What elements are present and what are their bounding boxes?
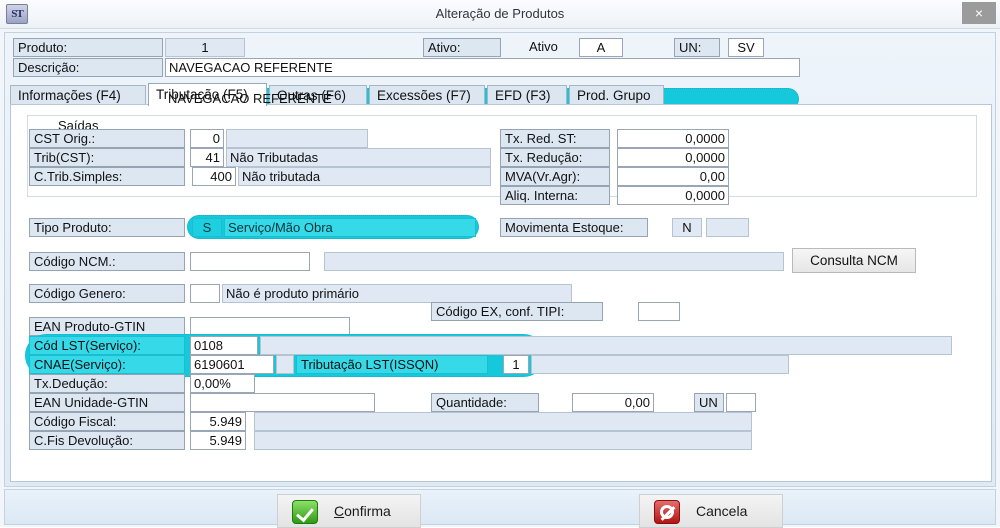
ctrib-simples-code-field[interactable]: 400 <box>192 167 236 186</box>
cfis-devolucao-desc-field[interactable] <box>254 431 752 450</box>
cod-lst-code-field[interactable]: 0108 <box>190 336 258 355</box>
window-title: Alteração de Produtos <box>435 6 565 21</box>
tx-red-st-label: Tx. Red. ST: <box>500 129 610 148</box>
ean-unidade-label: EAN Unidade-GTIN <box>29 393 185 412</box>
cod-lst-label: Cód LST(Serviço): <box>29 336 185 355</box>
aliq-interna-label: Aliq. Interna: <box>500 186 610 205</box>
confirma-label: Confirma <box>334 503 391 519</box>
mva-label: MVA(Vr.Agr): <box>500 167 610 186</box>
tab-strip: Informações (F4) Tributação (F5) Outras … <box>10 83 992 106</box>
tab-informacoes[interactable]: Informações (F4) <box>10 85 146 105</box>
tributacao-lst-issqn-label: Tributação LST(ISSQN) <box>296 355 488 374</box>
movimenta-estoque-code-field[interactable]: N <box>672 218 702 237</box>
codigo-ncm-field[interactable] <box>190 252 310 271</box>
cst-orig-label: CST Orig.: <box>29 129 185 148</box>
codigo-fiscal-field[interactable]: 5.949 <box>190 412 246 431</box>
cnae-code-field[interactable]: 6190601 <box>190 355 274 374</box>
cancela-label: Cancela <box>696 503 748 519</box>
cfis-devolucao-field[interactable]: 5.949 <box>190 431 246 450</box>
tipo-produto-label: Tipo Produto: <box>29 218 185 237</box>
tx-deducao-label: Tx.Dedução: <box>29 374 185 393</box>
trib-cst-desc-field[interactable]: Não Tributadas <box>226 148 491 167</box>
aliq-interna-field[interactable]: 0,0000 <box>617 186 729 205</box>
cancela-button[interactable]: Cancela <box>639 494 783 528</box>
produto-field[interactable]: 1 <box>165 38 245 57</box>
cnae-desc-field[interactable] <box>276 355 294 374</box>
tributacao-lst-desc-field[interactable] <box>531 355 789 374</box>
cst-orig-desc-field[interactable] <box>226 129 368 148</box>
tx-deducao-field[interactable]: 0,00% <box>190 374 255 393</box>
tx-red-st-field[interactable]: 0,0000 <box>617 129 729 148</box>
codigo-ncm-label: Código NCM.: <box>29 252 185 271</box>
trib-cst-code-field[interactable]: 41 <box>190 148 224 167</box>
tx-reducao-label: Tx. Redução: <box>500 148 610 167</box>
cfis-devolucao-label: C.Fis Devolução: <box>29 431 185 450</box>
tab-excessoes[interactable]: Excessões (F7) <box>369 85 485 105</box>
tipo-produto-desc-field[interactable]: Serviço/Mão Obra <box>224 218 476 237</box>
product-header: Produto: 1 Descrição: NAVEGACAO REFERENT… <box>9 37 993 81</box>
ativo-label: Ativo: <box>423 38 501 57</box>
un-label: UN: <box>674 38 720 57</box>
tab-efd[interactable]: EFD (F3) <box>487 85 567 105</box>
ean-unidade-field[interactable] <box>190 393 375 412</box>
tx-reducao-field[interactable]: 0,0000 <box>617 148 729 167</box>
tab-page-tributacao: Saídas CST Orig.: 0 Trib(CST): 41 Não Tr… <box>10 104 992 482</box>
ctrib-simples-desc-field[interactable]: Não tributada <box>238 167 491 186</box>
tab-outras[interactable]: Outras (F6) <box>269 85 367 105</box>
quantidade-label: Quantidade: <box>431 393 539 412</box>
codigo-genero-code-field[interactable] <box>190 284 220 303</box>
tipo-produto-code-field[interactable]: S <box>192 218 222 237</box>
movimenta-estoque-label: Movimenta Estoque: <box>500 218 648 237</box>
descricao-highlight-text: NAVEGACAO REFERENTE <box>168 91 332 106</box>
codigo-ex-tipi-label: Código EX, conf. TIPI: <box>431 302 603 321</box>
cancel-icon <box>654 500 680 524</box>
consulta-ncm-button[interactable]: Consulta NCM <box>792 248 916 273</box>
ctrib-simples-label: C.Trib.Simples: <box>29 167 185 186</box>
button-bar: Confirma Cancela <box>4 489 996 528</box>
trib-cst-label: Trib(CST): <box>29 148 185 167</box>
un-unit-field[interactable] <box>726 393 756 412</box>
movimenta-estoque-desc-field[interactable] <box>706 218 749 237</box>
un-field[interactable]: SV <box>728 38 764 57</box>
confirma-button[interactable]: Confirma <box>277 494 421 528</box>
title-bar: ST Alteração de Produtos × <box>0 0 1000 29</box>
ean-produto-label: EAN Produto-GTIN <box>29 317 185 336</box>
codigo-ex-tipi-field[interactable] <box>638 302 680 321</box>
client-area: Produto: 1 Descrição: NAVEGACAO REFERENT… <box>4 32 996 487</box>
ativo-field[interactable]: A <box>579 38 623 57</box>
produto-label: Produto: <box>13 38 163 57</box>
codigo-genero-label: Código Genero: <box>29 284 185 303</box>
cnae-label: CNAE(Serviço): <box>29 355 185 374</box>
codigo-fiscal-label: Código Fiscal: <box>29 412 185 431</box>
cst-orig-code-field[interactable]: 0 <box>190 129 224 148</box>
codigo-genero-desc-field[interactable]: Não é produto primário <box>222 284 572 303</box>
ean-produto-field[interactable] <box>190 317 350 336</box>
tributacao-lst-code-field[interactable]: 1 <box>503 355 529 374</box>
descricao-field[interactable]: NAVEGACAO REFERENTE <box>165 58 800 77</box>
codigo-ncm-desc-field[interactable] <box>324 252 784 271</box>
descricao-label: Descrição: <box>13 58 163 77</box>
mva-field[interactable]: 0,00 <box>617 167 729 186</box>
app-logo-icon: ST <box>6 4 28 24</box>
un-unit-label: UN <box>694 393 724 412</box>
codigo-fiscal-desc-field[interactable] <box>254 412 752 431</box>
ativo-text: Ativo <box>529 39 558 54</box>
close-icon[interactable]: × <box>962 2 996 24</box>
quantidade-field[interactable]: 0,00 <box>572 393 654 412</box>
check-icon <box>292 500 318 524</box>
tab-prod-grupo[interactable]: Prod. Grupo <box>569 85 664 105</box>
cod-lst-desc-field[interactable] <box>260 336 952 355</box>
